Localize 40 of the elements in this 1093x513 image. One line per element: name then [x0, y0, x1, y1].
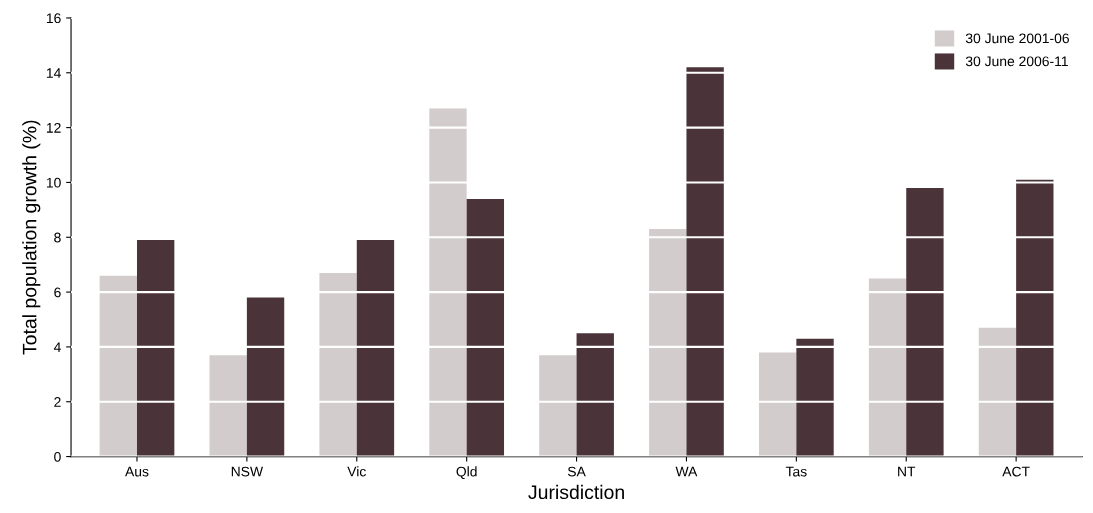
- y-tick-label: 2: [54, 397, 61, 407]
- x-axis-title: Jurisdiction: [528, 484, 624, 500]
- legend-label: 30 June 2001-06: [965, 33, 1069, 44]
- y-tick-label: 6: [54, 287, 61, 298]
- bar: [686, 67, 724, 457]
- bar: [978, 327, 1017, 457]
- bar: [356, 240, 395, 457]
- x-tick-label: ACT: [1002, 466, 1030, 477]
- y-tick-label: 0: [54, 451, 61, 462]
- bar: [209, 355, 247, 457]
- bar: [99, 275, 137, 457]
- y-tick-label: 8: [54, 232, 61, 243]
- x-tick-label: NSW: [231, 466, 264, 477]
- bar: [246, 297, 285, 457]
- x-tick-label: Vic: [347, 466, 366, 477]
- bar: [539, 355, 577, 457]
- x-tick-label: Tas: [785, 466, 807, 477]
- x-tick-label: Qld: [456, 466, 477, 479]
- y-tick-label: 12: [46, 122, 61, 133]
- bar: [868, 278, 907, 457]
- bar: [906, 187, 944, 457]
- bar: [758, 352, 797, 457]
- y-tick-label: 14: [46, 68, 61, 78]
- x-tick-label: NT: [898, 466, 916, 477]
- bar: [466, 198, 505, 457]
- bar: [1016, 179, 1054, 457]
- bar: [136, 240, 175, 457]
- x-tick-label: Aus: [125, 466, 149, 477]
- x-tick-label: WA: [675, 466, 698, 477]
- bar: [796, 338, 834, 457]
- bar: [649, 229, 687, 457]
- y-tick-label: 10: [46, 177, 61, 188]
- bar: [429, 108, 467, 457]
- y-tick-label: 16: [46, 13, 61, 24]
- y-tick-label: 4: [53, 342, 61, 352]
- legend-label: 30 June 2006-11: [965, 56, 1068, 67]
- bar: [319, 272, 357, 457]
- y-axis-title: Total population growth (%): [22, 120, 41, 355]
- x-tick-label: SA: [567, 466, 586, 477]
- bar: [576, 333, 614, 457]
